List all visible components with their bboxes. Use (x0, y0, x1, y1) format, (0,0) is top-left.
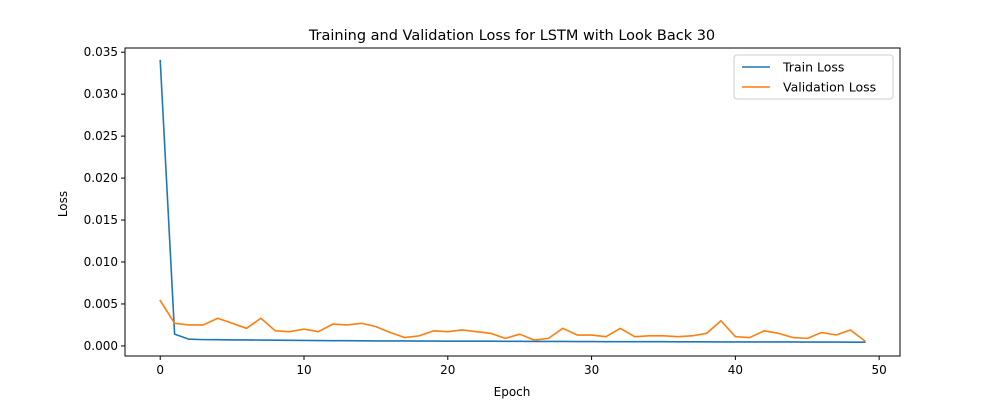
x-tick-label: 30 (584, 363, 599, 377)
y-tick-label: 0.015 (84, 213, 118, 227)
y-tick-label: 0.010 (84, 255, 118, 269)
x-tick-label: 0 (156, 363, 164, 377)
chart-title: Training and Validation Loss for LSTM wi… (308, 28, 715, 44)
legend: Train Loss Validation Loss (733, 54, 894, 100)
legend-label: Train Loss (782, 60, 844, 75)
y-tick-label: 0.025 (84, 129, 118, 143)
x-tick-label: 10 (296, 363, 311, 377)
y-tick-label: 0.035 (84, 45, 118, 59)
y-tick-label: 0.000 (84, 339, 118, 353)
x-tick-label: 50 (872, 363, 887, 377)
x-tick-label: 40 (728, 363, 743, 377)
series-line-train-loss (159, 59, 866, 343)
axes-frame (124, 47, 901, 357)
y-tick-label: 0.030 (84, 87, 118, 101)
legend-label: Validation Loss (783, 80, 876, 95)
series-line-validation-loss (159, 299, 866, 343)
axes-ticks: 0 10 20 30 40 50 0.000 0.005 0.010 0.015 0.020 0.02… (84, 45, 887, 377)
x-axis-label: Epoch (494, 385, 531, 399)
series-group (159, 59, 866, 343)
y-axis-label: Loss (56, 191, 70, 217)
x-tick-label: 20 (440, 363, 455, 377)
y-tick-label: 0.020 (84, 171, 118, 185)
y-tick-label: 0.005 (84, 297, 118, 311)
legend-box (733, 54, 894, 100)
